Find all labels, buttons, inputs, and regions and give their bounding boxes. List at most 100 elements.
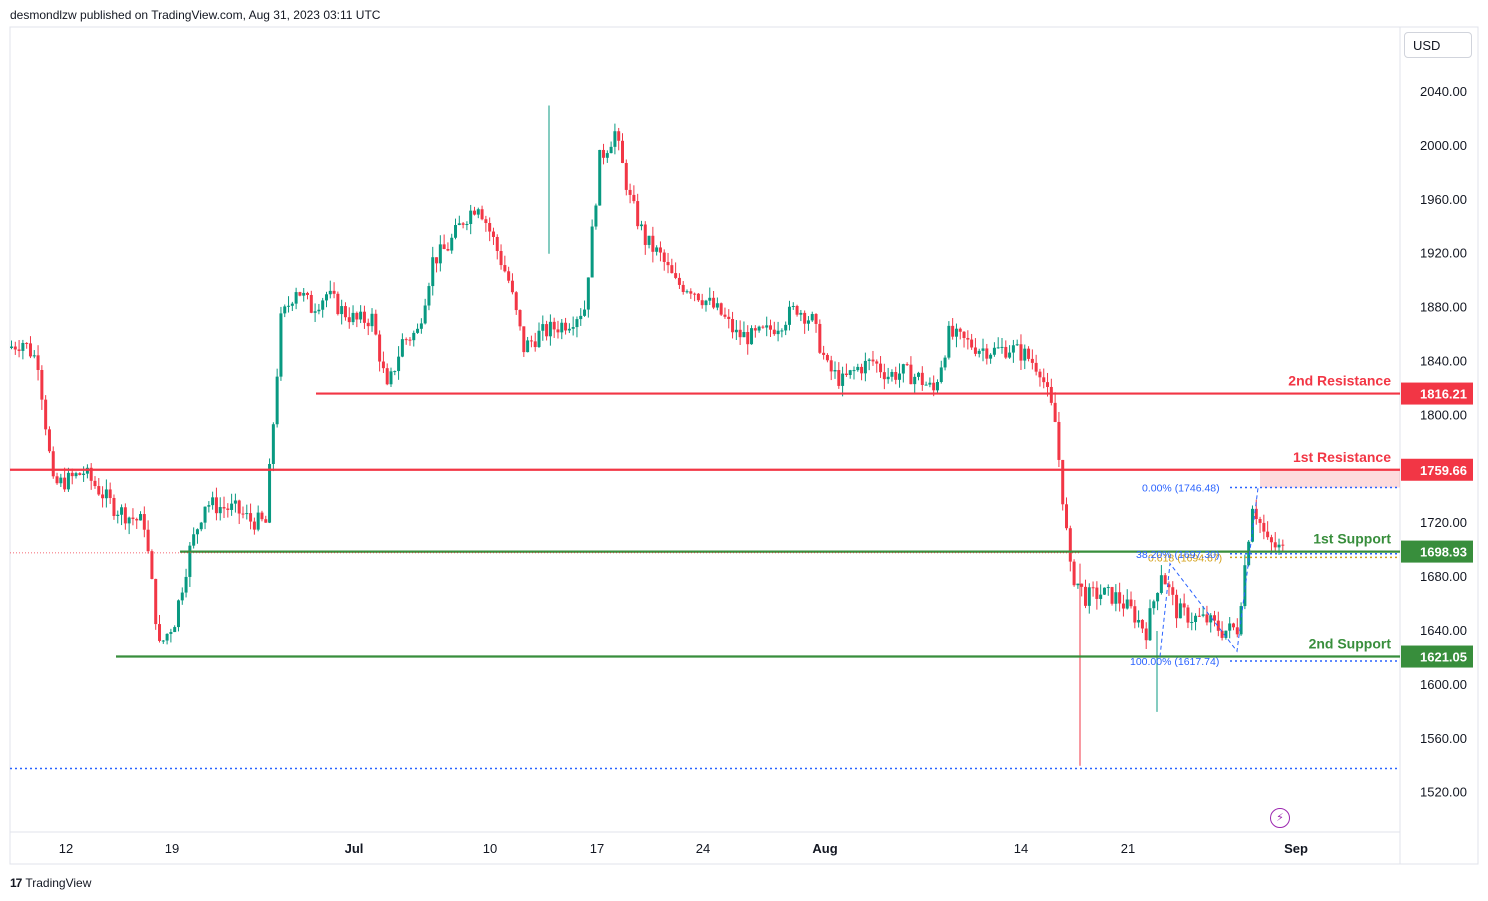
x-tick-label: 24 [696,841,710,856]
candle-body [271,424,275,465]
x-tick-label: Sep [1284,841,1308,856]
candle-body [814,314,818,324]
candle-body [1228,623,1232,631]
candle-body [412,332,416,341]
candle-body [1182,603,1186,608]
candle-body [867,359,871,361]
candle-body [457,223,461,226]
level-price-tag [1401,645,1473,668]
candle-body [753,328,757,331]
footer-brand: TradingView [25,876,92,890]
candle-body [1197,615,1201,617]
candle-body [1091,587,1095,589]
candle-body [1102,587,1106,595]
candle-body [188,545,192,577]
level-price-tag-text: 1698.93 [1420,545,1467,560]
candle-body [465,223,469,225]
candle-body [1023,348,1027,361]
candle-body [1205,614,1209,623]
candle-body [1250,508,1254,542]
candle-body [362,311,366,323]
candle-body [594,205,598,227]
candle-body [63,477,67,490]
candle-body [78,473,82,475]
candle-body [898,373,902,380]
candle-body [1213,615,1217,621]
candle-body [1133,606,1137,623]
candle-body [966,338,970,340]
candle-body [313,311,317,313]
candle-body [924,384,928,386]
candle-body [82,473,86,475]
lightning-icon[interactable]: ⚡ [1270,808,1290,828]
candle-body [469,210,473,224]
candle-body [825,354,829,361]
candle-body [480,209,484,220]
candle-body [389,371,393,385]
candle-body [989,354,993,359]
candle-body [21,342,25,351]
level-price-tag-text: 1621.05 [1420,650,1467,665]
candle-body [981,348,985,351]
candle-body [932,382,936,391]
x-tick-label: 12 [59,841,73,856]
candle-body [70,472,74,477]
candle-body [264,519,268,523]
candle-body [51,451,55,477]
tradingview-footer: 17 TradingView [10,876,91,890]
candle-body [275,376,279,425]
candle-body [605,153,609,158]
candle-body [1080,583,1084,587]
candle-body [784,324,788,331]
candle-body [632,194,636,202]
candle-body [620,140,624,163]
candle-body [423,305,427,324]
candle-body [74,473,78,477]
axis-ticks: 2040.00 2000.00 1960.00 1920.00 1880.00 1840.… [59,84,1467,856]
candle-body [237,500,241,514]
candle-body [723,314,727,317]
candle-body [321,300,325,310]
candle-body [112,497,116,517]
candle-body [279,313,283,377]
candle-body [738,329,742,338]
x-tick-label: 19 [165,841,179,856]
level-label: 2nd Support [1309,636,1392,652]
candle-body [818,323,822,353]
candle-body [514,292,518,311]
candle-body [120,507,124,515]
candle-body [245,513,249,515]
candle-body [287,305,291,307]
candle-body [1167,584,1171,588]
candle-body [742,332,746,338]
candle-body [1110,587,1114,604]
candle-body [996,347,1000,349]
candle-body [161,640,165,642]
candle-body [158,624,162,641]
candle-body [446,249,450,251]
resistance-zone [1260,469,1400,488]
candle-body [461,223,465,225]
candle-body [400,339,404,357]
candle-body [397,356,401,372]
candle-body [860,366,864,374]
candle-body [1220,630,1224,638]
level-price-tag [1401,458,1473,481]
candle-body [260,512,264,520]
candle-body [522,326,526,353]
candle-body [1042,377,1046,383]
candle-body [1209,615,1213,623]
candle-body [609,146,613,154]
candle-body [769,325,772,330]
candle-body [1008,352,1012,358]
candle-body [841,373,845,386]
candle-body [169,632,173,634]
candle-body [708,297,712,301]
candle-body [1053,402,1057,422]
candle-body [1065,504,1069,529]
candle-body [829,360,833,372]
candle-body [909,364,913,385]
currency-selector[interactable]: USD [1404,32,1472,58]
candle-body [1148,608,1152,641]
